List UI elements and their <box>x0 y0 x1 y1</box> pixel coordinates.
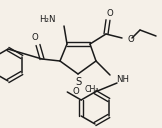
Text: O: O <box>72 88 79 97</box>
Text: H₂N: H₂N <box>40 15 56 24</box>
Text: O: O <box>107 8 113 18</box>
Text: CH₃: CH₃ <box>84 84 99 93</box>
Text: S: S <box>76 77 82 87</box>
Text: O: O <box>127 35 134 44</box>
Text: O: O <box>32 34 38 42</box>
Text: NH: NH <box>116 74 129 83</box>
